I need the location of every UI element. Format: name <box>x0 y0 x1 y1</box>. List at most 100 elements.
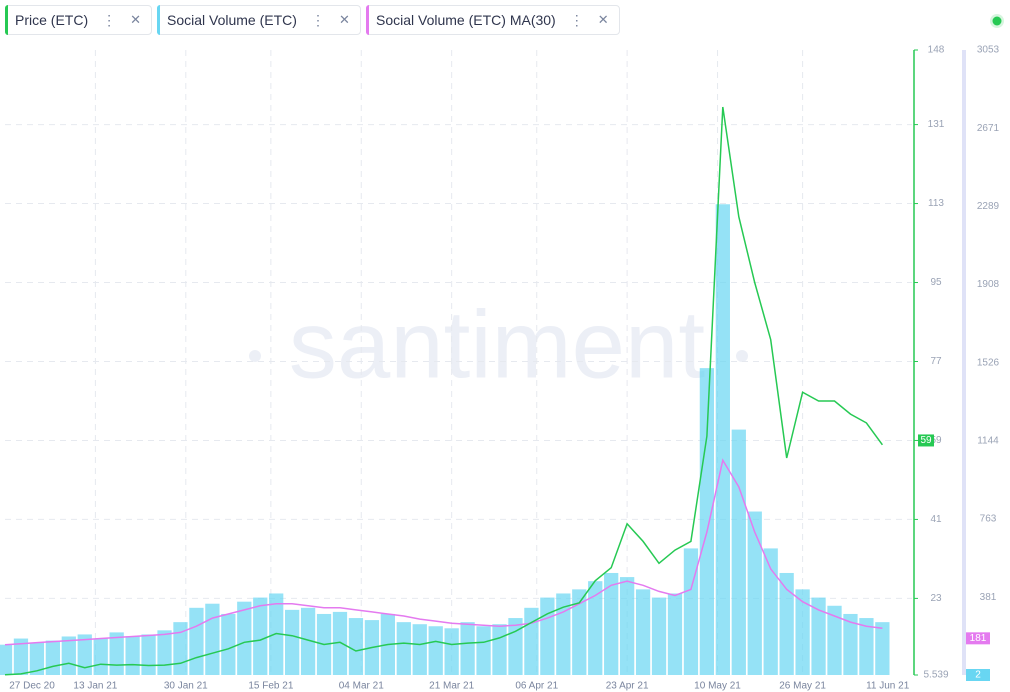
y-tick-label: 23 <box>930 593 942 604</box>
bar <box>428 626 443 675</box>
bar <box>141 634 156 675</box>
legend-label: Price (ETC) <box>15 12 89 28</box>
status-indicator <box>990 14 1004 28</box>
bar <box>619 577 635 675</box>
bar <box>189 607 204 675</box>
bar <box>205 603 220 675</box>
bar <box>572 589 587 675</box>
x-tick-label: 13 Jan 21 <box>73 681 117 692</box>
bar <box>444 628 459 675</box>
x-tick-label: 30 Jan 21 <box>164 681 208 692</box>
y2-tick-label: 1526 <box>977 357 1000 368</box>
watermark: santiment <box>289 291 705 398</box>
watermark-dot <box>736 350 748 362</box>
watermark-dot <box>249 350 261 362</box>
y2-tick-label: 2289 <box>977 201 1000 212</box>
value-badge <box>966 632 990 645</box>
bar <box>811 597 826 675</box>
bar <box>476 626 491 675</box>
bar <box>348 618 364 675</box>
y-tick-label: 5.539 <box>923 670 948 681</box>
y-tick-label: 148 <box>928 45 945 56</box>
bar <box>667 593 683 675</box>
close-button[interactable]: ✕ <box>597 12 609 27</box>
bar <box>237 601 252 675</box>
bar <box>0 644 13 675</box>
bar <box>779 572 794 675</box>
bar <box>827 605 842 675</box>
value-badge-label: 59 <box>920 435 932 446</box>
x-tick-label: 23 Apr 21 <box>606 681 649 692</box>
bar <box>13 638 29 675</box>
legend-item[interactable]: Social Volume (ETC) ⋮ ✕ <box>157 5 361 35</box>
y-tick-label: 59 <box>930 435 942 446</box>
bar <box>109 632 124 675</box>
bar <box>763 548 778 675</box>
menu-button[interactable]: ⋮ <box>102 11 117 28</box>
x-tick-label: 11 Jun 21 <box>866 681 910 692</box>
value-badge-label: 181 <box>970 633 987 644</box>
legend-label: Social Volume (ETC) <box>167 12 297 28</box>
bar <box>157 630 172 675</box>
line <box>4 458 883 646</box>
y-tick-label: 41 <box>930 514 942 525</box>
legend-item[interactable]: Price (ETC) ⋮ ✕ <box>5 5 153 35</box>
value-badge-label: 2 <box>975 670 981 681</box>
y2-tick-label: 1908 <box>977 279 1000 290</box>
bar <box>125 636 140 675</box>
bar <box>412 624 427 675</box>
close-button[interactable]: ✕ <box>130 12 142 27</box>
x-tick-label: 27 Dec 20 <box>9 681 55 692</box>
bar <box>843 613 858 675</box>
bar <box>332 611 348 675</box>
y-tick-label: 95 <box>930 277 942 288</box>
bar <box>699 368 715 675</box>
y2-tick-label: 381 <box>980 592 997 603</box>
x-tick-label: 21 Mar 21 <box>429 681 474 692</box>
x-tick-label: 15 Feb 21 <box>248 681 293 692</box>
bar <box>508 618 523 675</box>
y2-axis <box>962 50 966 675</box>
value-badge <box>966 669 990 681</box>
x-tick-label: 06 Apr 21 <box>515 681 558 692</box>
bar <box>859 618 874 675</box>
legend-swatch <box>5 5 8 35</box>
y2-tick-label: 763 <box>980 514 997 525</box>
legend-swatch <box>157 5 160 35</box>
x-tick-label: 10 May 21 <box>694 681 741 692</box>
menu-button[interactable]: ⋮ <box>310 11 325 28</box>
bar <box>285 609 300 675</box>
bar <box>795 589 810 675</box>
legend-label: Social Volume (ETC) MA(30) <box>376 12 556 28</box>
bar <box>93 638 108 675</box>
bar <box>221 613 236 675</box>
bar <box>715 204 730 676</box>
menu-button[interactable]: ⋮ <box>569 11 584 28</box>
bar <box>524 607 539 675</box>
bar <box>635 589 651 675</box>
line <box>4 106 884 676</box>
bar <box>300 607 316 675</box>
x-tick-label: 26 May 21 <box>779 681 826 692</box>
bar <box>29 642 45 675</box>
y-tick-label: 77 <box>930 356 942 367</box>
y2-tick-label: 2671 <box>977 123 1000 134</box>
y-tick-label: 131 <box>928 119 945 130</box>
value-badge <box>918 434 934 447</box>
bar <box>45 640 60 675</box>
bar <box>651 597 667 675</box>
x-tick-label: 04 Mar 21 <box>339 681 384 692</box>
bar <box>492 624 507 675</box>
bar <box>683 548 699 675</box>
close-button[interactable]: ✕ <box>338 12 350 27</box>
bar <box>253 597 268 675</box>
bar <box>747 511 762 675</box>
y-tick-label: 113 <box>928 198 944 209</box>
legend-item[interactable]: Social Volume (ETC) MA(30) ⋮ ✕ <box>366 5 620 35</box>
y2-tick-label: 1144 <box>977 436 999 447</box>
bar <box>731 429 746 675</box>
bar <box>396 622 411 675</box>
bar <box>77 634 92 675</box>
